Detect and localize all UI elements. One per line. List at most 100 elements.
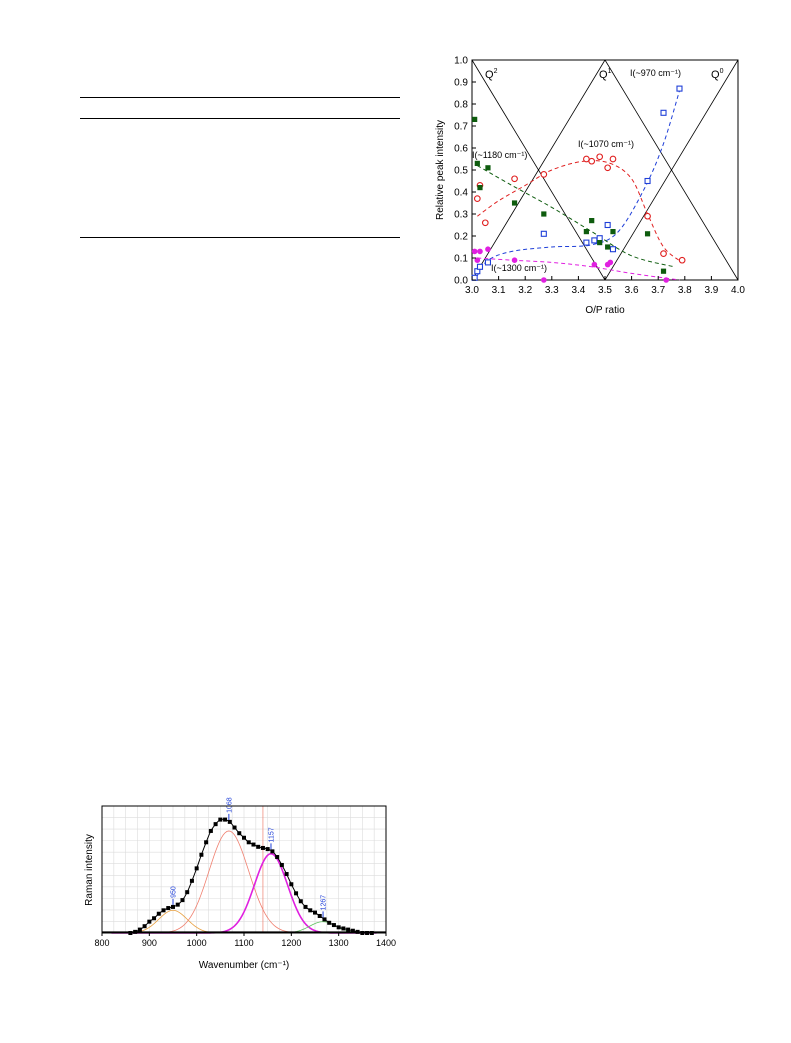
measured-spectrum-point: [204, 840, 209, 845]
measured-spectrum-point: [336, 925, 341, 930]
measured-spectrum-point: [199, 852, 204, 857]
measured-spectrum-point: [355, 929, 360, 934]
x-tick-label: 3.8: [678, 285, 692, 296]
x-axis-title-1: O/P ratio: [585, 305, 625, 316]
y-tick-label: 0.0: [454, 276, 468, 287]
data-point-1070: [481, 219, 489, 227]
data-point-1180: [472, 116, 478, 122]
y-tick-label: 0.1: [454, 254, 468, 265]
y-axis-title-2: Raman intensity: [84, 834, 95, 906]
data-point-970: [660, 109, 667, 116]
measured-spectrum-point: [128, 931, 133, 935]
table-header-rule: [80, 118, 400, 119]
measured-spectrum-point: [260, 845, 265, 850]
data-point-1300: [663, 277, 669, 283]
table-bottom-rule: [80, 237, 400, 238]
fitted-peak-950: [111, 909, 377, 934]
x-tick-label: 800: [94, 938, 109, 948]
measured-spectrum-point: [308, 908, 313, 913]
measured-spectrum-point: [156, 911, 161, 916]
measured-spectrum-point: [365, 931, 370, 935]
measured-spectrum-point: [171, 904, 175, 909]
x-tick-label: 3.6: [625, 285, 639, 296]
data-point-1070: [473, 195, 481, 202]
fitted-peak-1267: [111, 921, 377, 934]
measured-spectrum-point: [341, 926, 346, 931]
data-point-1070: [678, 256, 686, 264]
data-point-1070: [644, 212, 651, 220]
data-point-1180: [589, 218, 595, 224]
measured-spectrum-point: [246, 840, 251, 845]
data-point-1070: [660, 250, 667, 257]
data-point-1070: [604, 164, 612, 172]
measured-spectrum-point: [298, 899, 303, 904]
x-tick-label: 3.0: [465, 285, 479, 296]
reference-line-1: [471, 59, 606, 281]
data-point-1300: [591, 261, 598, 268]
measured-spectrum-point: [289, 882, 294, 887]
measured-spectrum-point: [194, 866, 199, 871]
measured-spectrum-point: [218, 817, 223, 822]
measured-spectrum-point: [251, 842, 256, 847]
data-point-1070: [596, 153, 604, 161]
data-point-1300: [607, 259, 614, 266]
plot-frame-1: [471, 59, 739, 281]
measured-spectrum-point: [147, 919, 152, 924]
data-point-1300: [541, 277, 547, 283]
data-point-1300: [477, 248, 483, 255]
measured-spectrum-point: [152, 916, 157, 921]
data-point-1180: [477, 185, 483, 191]
data-point-1300: [511, 257, 518, 264]
x-tick-label: 1400: [376, 938, 396, 948]
trend-line-series-2: [477, 165, 675, 268]
measured-spectrum-point: [322, 917, 327, 922]
measured-spectrum-point: [227, 819, 232, 824]
data-point-1180: [583, 229, 589, 235]
y-tick-label: 0.4: [454, 188, 468, 199]
measured-spectrum-point: [161, 908, 166, 913]
measured-spectrum-point: [133, 929, 138, 934]
measured-spectrum-point: [180, 898, 185, 903]
x-tick-label: 1000: [187, 938, 207, 948]
data-point-1300: [471, 248, 478, 255]
measured-spectrum-point: [265, 847, 270, 852]
y-tick-label: 0.7: [454, 122, 468, 133]
measured-spectrum-point: [313, 910, 317, 915]
x-axis-title-2: Wavenumber (cm⁻¹): [199, 960, 289, 971]
data-point-1180: [644, 231, 651, 237]
measured-spectrum-point: [284, 872, 289, 877]
annotation-1300: I(~1300 cm⁻¹): [491, 263, 547, 273]
measured-spectrum-point: [213, 822, 218, 827]
y-axis-title-1: Relative peak intensity: [435, 120, 446, 220]
relative-intensity-chart: 3.0 3.1 3.2 3.3 3.4 3.5 3.6 3.7 3.8 3.9 4.0 0.0 0.1 0…: [435, 56, 745, 317]
x-tick-label: 1200: [281, 938, 301, 948]
measured-spectrum-point: [303, 904, 308, 909]
trend-line-series-3: [477, 257, 680, 281]
data-point-1070: [609, 155, 617, 163]
measured-spectrum-point: [317, 913, 322, 918]
data-point-970: [596, 235, 603, 242]
x-tick-label: 3.5: [598, 285, 612, 296]
measured-spectrum-point: [270, 849, 275, 854]
x-tick-label: 3.4: [571, 285, 585, 296]
data-point-1180: [597, 240, 603, 246]
data-point-1300: [485, 246, 491, 252]
data-point-1070: [588, 157, 596, 165]
data-point-1180: [485, 165, 491, 171]
data-point-1300: [474, 257, 481, 264]
measured-spectrum-point: [175, 902, 180, 907]
data-point-970: [476, 263, 484, 270]
data-point-1180: [610, 229, 616, 235]
y-tick-label: 0.5: [454, 166, 468, 177]
trend-line-series-0: [476, 90, 680, 276]
measured-spectrum-point: [275, 855, 280, 860]
annotation-970: I(~970 cm⁻¹): [630, 68, 681, 78]
qn-reference-lines: [471, 59, 739, 281]
x-tick-label: 3.7: [651, 285, 665, 296]
measured-spectrum-point: [346, 927, 351, 932]
data-point-970: [609, 246, 617, 253]
measured-spectrum-point: [360, 931, 365, 935]
trend-line-series-1: [477, 160, 683, 263]
x-tick-label: 3.1: [492, 285, 506, 296]
measured-spectrum-point: [142, 924, 147, 929]
